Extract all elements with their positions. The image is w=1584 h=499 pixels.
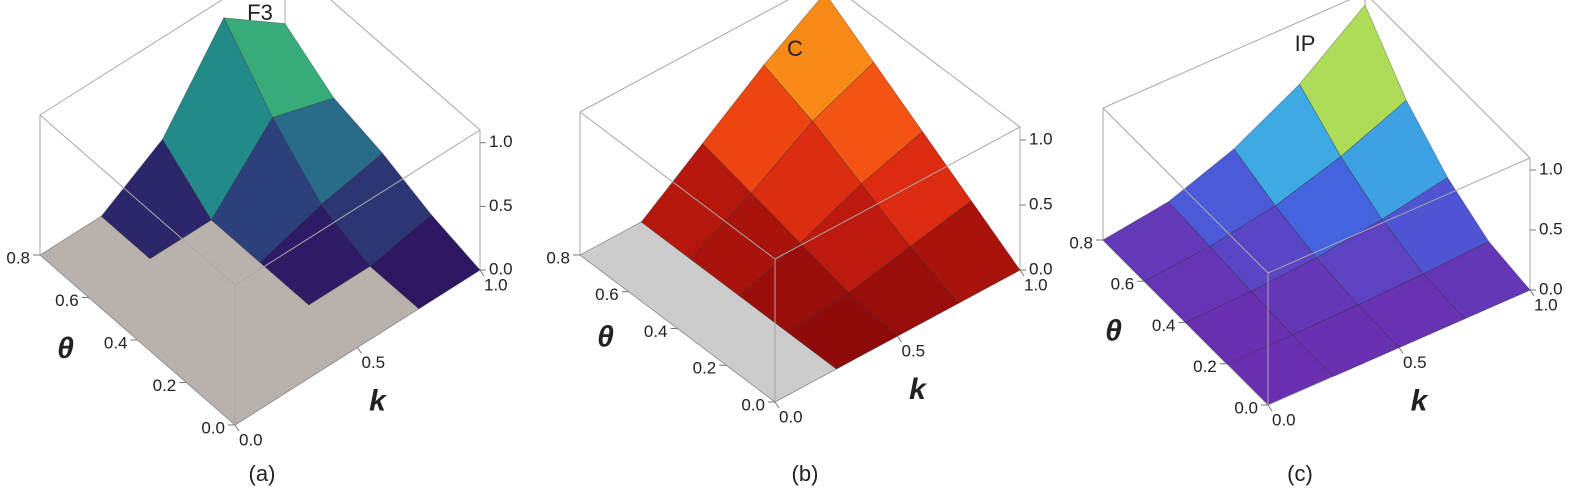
surface-cell xyxy=(1299,4,1407,158)
surface-cell xyxy=(1291,304,1400,377)
surface-cell xyxy=(259,204,371,306)
y-tick-label: 0.6 xyxy=(1111,275,1135,294)
x-tick xyxy=(1267,404,1273,412)
y-tick-label: 0.0 xyxy=(201,418,225,437)
y-tick-label: 0.2 xyxy=(1193,357,1217,376)
y-tick-label: 0.4 xyxy=(644,322,668,341)
y-tick-label: 0.2 xyxy=(693,359,717,378)
x-tick-label: 0.0 xyxy=(779,407,803,426)
box-edge xyxy=(579,111,776,260)
surface-cell xyxy=(1315,218,1424,306)
surface-cell xyxy=(1143,246,1252,323)
caption: (b) xyxy=(792,461,819,486)
caption: (c) xyxy=(1287,461,1313,486)
x-tick-label: 1.0 xyxy=(484,275,508,294)
y-tick-label: 0.4 xyxy=(1152,316,1176,335)
surface-cell xyxy=(848,246,960,337)
z-tick-label: 1.0 xyxy=(489,132,513,151)
box-edge xyxy=(1371,0,1531,159)
surface-cell xyxy=(689,192,801,296)
box-edge xyxy=(39,0,223,116)
caption: (a) xyxy=(249,461,276,486)
box-edge xyxy=(579,0,789,113)
y-tick-label: 0.4 xyxy=(104,333,128,352)
chart-title: IP xyxy=(1295,31,1316,56)
box-edge xyxy=(774,126,1021,260)
y-axis-label: θ xyxy=(1105,314,1122,347)
surface-cell xyxy=(1167,148,1276,247)
x-tick xyxy=(897,335,902,343)
box-edge xyxy=(39,114,236,286)
x-tick-label: 0.0 xyxy=(239,430,263,449)
z-tick-label: 1.0 xyxy=(1029,129,1053,148)
surface-cell xyxy=(786,292,899,370)
surface-cell xyxy=(640,142,752,260)
x-tick xyxy=(1398,347,1404,354)
box-edge xyxy=(330,0,481,131)
y-tick-label: 0.8 xyxy=(546,248,570,267)
box-edge xyxy=(1102,107,1269,274)
z-tick-label: 0.0 xyxy=(1029,259,1053,278)
z-tick-label: 1.0 xyxy=(1539,159,1563,178)
x-tick xyxy=(1529,289,1535,297)
x-tick-label: 0.5 xyxy=(1403,353,1427,372)
x-tick xyxy=(479,269,485,277)
x-tick-label: 0.5 xyxy=(902,341,926,360)
y-tick-label: 0.0 xyxy=(741,395,765,414)
box-edge xyxy=(1102,0,1351,109)
surface-cell xyxy=(1381,177,1490,275)
y-axis-label: θ xyxy=(597,320,614,353)
surface-cell xyxy=(1102,201,1211,282)
surface-cell xyxy=(1233,83,1342,207)
z-tick-label: 0.5 xyxy=(489,196,513,215)
surface-cell xyxy=(909,200,1021,304)
y-tick-label: 0.6 xyxy=(595,285,619,304)
x-tick-label: 1.0 xyxy=(1024,275,1048,294)
x-axis-label: k xyxy=(369,384,387,417)
z-tick-label: 0.5 xyxy=(1539,219,1563,238)
surface-cell xyxy=(100,138,212,260)
surface-cell xyxy=(369,214,481,310)
z-tick-label: 0.0 xyxy=(489,259,513,278)
x-tick xyxy=(774,401,780,409)
y-tick-label: 0.0 xyxy=(1234,398,1258,417)
box-edge xyxy=(234,129,481,286)
x-tick-label: 1.0 xyxy=(1534,295,1558,314)
chart-title: F3 xyxy=(247,0,273,25)
y-tick-label: 0.8 xyxy=(6,248,30,267)
x-tick xyxy=(234,424,240,432)
z-tick-label: 0.5 xyxy=(1029,194,1053,213)
surface-cell xyxy=(1250,257,1359,336)
z-tick-label: 0.0 xyxy=(1539,279,1563,298)
y-axis-label: θ xyxy=(57,332,74,365)
y-tick-label: 0.2 xyxy=(153,376,177,395)
chart-title: C xyxy=(787,36,803,61)
x-axis-label: k xyxy=(1411,384,1429,417)
box-edge xyxy=(850,0,1021,128)
y-tick-label: 0.6 xyxy=(55,291,79,310)
x-axis-label: k xyxy=(909,373,927,406)
y-tick-label: 0.8 xyxy=(1069,233,1093,252)
x-tick-label: 0.0 xyxy=(1272,410,1296,429)
x-tick-label: 0.5 xyxy=(362,353,386,372)
surface-cell xyxy=(812,61,923,185)
surface-cell xyxy=(1184,290,1293,365)
box-edge xyxy=(1267,157,1531,274)
x-tick xyxy=(357,347,362,354)
x-tick xyxy=(1019,269,1025,277)
surface-cell xyxy=(738,242,850,333)
